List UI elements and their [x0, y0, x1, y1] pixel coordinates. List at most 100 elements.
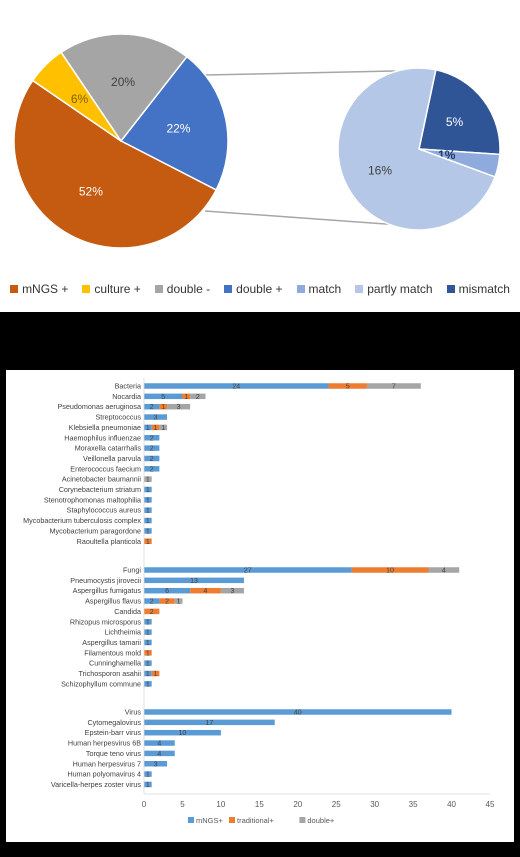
bar-value-label: 27 [244, 568, 252, 575]
bar-segment-double [159, 424, 168, 431]
x-tick-label: 15 [255, 800, 264, 809]
x-tick-label: 0 [142, 800, 147, 809]
pie-slice-mngs [13, 79, 218, 249]
bar-value-label: 1 [184, 394, 188, 401]
pie-of-pie-chart: 22% 52% 6% 20% 5%1%16% [13, 33, 501, 249]
legend-swatch [82, 285, 91, 293]
bar-value-label: 1 [146, 487, 150, 494]
bar-value-label: 3 [177, 404, 181, 411]
bar-value-label: 3 [154, 415, 158, 422]
legend-item-traditional: traditional+ [229, 816, 275, 825]
bar-value-label: 1 [154, 671, 158, 678]
pie-slice-double [60, 33, 188, 143]
bar-value-label: 4 [204, 588, 208, 595]
bar-segment-mngs [144, 781, 152, 788]
secondary-slice-label-partly-match: 16% [368, 164, 392, 178]
category-label: Klebsiella pneumoniae [69, 423, 141, 432]
bar-segment-traditional [190, 587, 221, 594]
bar-segment-mngs [144, 567, 352, 573]
bar-value-label: 1 [146, 497, 150, 504]
bar-value-label: 5 [346, 384, 350, 391]
bar-segment-traditional [151, 424, 160, 431]
bar-value-label: 1 [146, 772, 150, 779]
bar-segment-mngs [144, 729, 221, 736]
category-label: Bacteria [115, 382, 141, 391]
bar-chart-panel: Bacteria 24 5 7 Nocardia 5 1 2 Pseudomonas aerug… [6, 370, 514, 842]
legend-label: mNGS+ [196, 816, 224, 825]
category-label: Nocardia [112, 392, 141, 401]
secondary-slice-mismatch [418, 68, 501, 156]
category-label: Lichtheimia [105, 628, 141, 637]
bar-value-label: 4 [157, 751, 161, 758]
category-label: Virus [125, 708, 142, 717]
category-label: Epstein-barr virus [85, 728, 142, 737]
legend-label: double - [166, 282, 211, 296]
bar-segment-mngs [144, 383, 329, 389]
bar-segment-mngs [144, 414, 168, 420]
pie-slice-label-mngs: 52% [79, 185, 103, 199]
bar-segment-mngs [144, 577, 244, 584]
legend-item-mismatch: mismatch [446, 282, 510, 296]
bar-segment-traditional [151, 670, 160, 677]
legend-label: traditional+ [237, 816, 275, 825]
bar-value-label: 1 [146, 508, 150, 515]
bar-value-label: 2 [196, 394, 200, 401]
bar-value-label: 2 [165, 599, 169, 606]
bar-value-label: 1 [146, 630, 150, 637]
bar-value-label: 13 [190, 578, 198, 585]
x-tick-label: 35 [409, 800, 418, 809]
pie-connector-lines [204, 70, 401, 226]
bar-segment-mngs [144, 681, 152, 687]
x-tick-label: 25 [332, 800, 341, 809]
bar-value-label: 4 [442, 568, 446, 575]
legend-label: match [308, 282, 342, 296]
bar-segment-mngs [144, 517, 152, 524]
legend-label: double + [236, 282, 283, 296]
legend-swatch [355, 285, 364, 293]
category-label: Aspergillus tamarii [82, 638, 141, 647]
category-label: Human polyomavirus 4 [67, 770, 141, 779]
bar-segment-mngs [144, 403, 160, 410]
bar-segment-traditional [144, 608, 160, 615]
category-label: Pseudomonas aeruginosa [57, 402, 141, 411]
category-label: Varicella-herpes zoster virus [51, 780, 142, 789]
category-label: Corynebacterium striatum [59, 485, 141, 494]
bar-value-label: 1 [146, 619, 150, 626]
category-label: Human herpesvirus 6B [68, 739, 141, 748]
legend-swatch [296, 285, 305, 293]
legend-item-culture: culture + [82, 282, 141, 296]
bar-segment-mngs [144, 507, 152, 513]
legend-item-double: double + [224, 282, 283, 296]
legend-item-mngs: mNGS+ [188, 816, 224, 825]
legend-item-mngs: mNGS + [10, 282, 68, 296]
bar-segment-traditional [351, 567, 429, 573]
bar-value-label: 1 [146, 661, 150, 668]
legend-item-match: match [296, 282, 342, 296]
legend-label: mismatch [458, 282, 510, 296]
category-label: Trichosporon asahii [79, 669, 142, 678]
category-label: Moraxella catarrhalis [75, 444, 142, 453]
bar-segment-double [220, 587, 244, 594]
bar-segment-double [366, 383, 421, 389]
bar-segment-mngs [144, 445, 160, 451]
category-label: Rhizopus microsporus [70, 617, 142, 626]
bar-value-label: 2 [150, 599, 154, 606]
legend-swatch [446, 285, 455, 293]
bar-value-label: 1 [146, 528, 150, 535]
legend-swatch [299, 817, 306, 823]
bar-value-label: 1 [146, 681, 150, 688]
bar-segment-mngs [144, 709, 452, 715]
x-tick-label: 5 [180, 800, 185, 809]
category-label: Mycobacterium paragordone [50, 526, 142, 535]
main-pie: 22% 52% 6% 20% [13, 33, 229, 249]
category-label: Mycobacterium tuberculosis complex [23, 516, 141, 525]
pie-legend: mNGS + culture + double - double + match part… [0, 282, 520, 296]
bar-value-label: 5 [161, 394, 165, 401]
bar-value-label: 17 [205, 720, 213, 727]
pie-slice-label-culture: 6% [71, 92, 89, 106]
category-label: Raoultella planticola [77, 537, 141, 546]
bar-segment-traditional [182, 393, 191, 400]
bar-segment-double [428, 567, 460, 573]
bar-segment-mngs [144, 761, 168, 767]
